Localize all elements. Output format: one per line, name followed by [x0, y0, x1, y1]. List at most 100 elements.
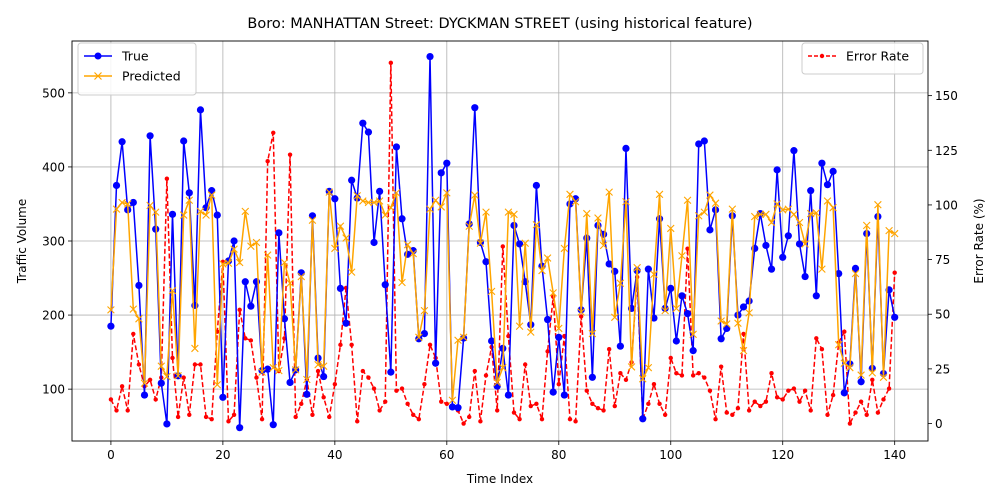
error-rate-point [713, 416, 718, 422]
predicted-point [706, 191, 714, 199]
error-rate-point [198, 362, 203, 367]
true-point [773, 166, 781, 174]
true-series [107, 52, 899, 432]
true-point [488, 337, 496, 345]
predicted-point [750, 212, 759, 221]
error-rate-point [769, 371, 774, 376]
error-rate-point [774, 395, 780, 400]
predicted-point [409, 249, 418, 258]
error-rate-point [153, 397, 158, 402]
true-point [689, 347, 697, 355]
error-rate-point [522, 362, 528, 367]
error-rate-point [299, 401, 304, 407]
true-point [415, 335, 423, 343]
x-tick-label: 120 [771, 448, 794, 462]
predicted-point [543, 254, 552, 262]
error-rate-point [886, 386, 892, 391]
true-point [387, 368, 395, 376]
predicted-point [196, 207, 205, 216]
error-rate-point [606, 347, 612, 352]
error-rate-point [858, 399, 864, 404]
x-tick-label: 80 [551, 448, 566, 462]
true-point [818, 159, 826, 167]
predicted-point [140, 379, 149, 388]
predicted-point [722, 320, 731, 328]
predicted-point [482, 208, 490, 216]
true-point [695, 140, 703, 148]
error-rate-point [517, 416, 522, 422]
predicted-point [633, 263, 641, 272]
error-rate-point [780, 397, 785, 402]
x-axis-label: Time Index [466, 472, 533, 486]
legend-true-label: True [121, 49, 149, 64]
error-rate-point [578, 314, 584, 319]
predicted-point [387, 203, 395, 212]
error-rate-point [724, 410, 729, 415]
error-rate-point [338, 342, 343, 348]
predicted-point [191, 344, 199, 353]
predicted-point [745, 309, 753, 317]
predicted-point [314, 360, 322, 369]
predicted-point [185, 196, 194, 205]
true-point [107, 322, 115, 330]
x-tick-label: 140 [883, 448, 906, 462]
predicted-point [426, 205, 434, 213]
predicted-point [241, 207, 250, 216]
error-rate-point [355, 419, 360, 424]
error-rate-point [651, 381, 657, 387]
true-point [717, 335, 725, 343]
error-rate-point [819, 347, 825, 352]
y-right-tick-label: 25 [935, 362, 950, 376]
error-rate-point [646, 401, 651, 407]
predicted-point [610, 313, 619, 322]
error-rate-point [444, 401, 450, 407]
error-rate-point [763, 399, 769, 404]
predicted-point [493, 378, 501, 387]
predicted-point [655, 190, 664, 199]
error-rate-point [690, 373, 696, 378]
true-point [784, 232, 792, 240]
error-rate-point [422, 381, 427, 387]
true-point [823, 181, 832, 189]
error-rate-point [388, 60, 394, 66]
predicted-point [672, 304, 681, 313]
error-rate-point [567, 416, 573, 422]
true-point [297, 269, 305, 277]
predicted-point [415, 333, 423, 342]
predicted-point [499, 363, 507, 372]
predicted-point [454, 336, 462, 345]
error-rate-point [226, 419, 231, 424]
error-rate-point [315, 368, 321, 374]
true-point [392, 143, 401, 151]
error-rate-point [875, 410, 881, 415]
y-right-tick-label: 75 [935, 253, 950, 267]
predicted-point [258, 368, 266, 376]
error-rate-point [254, 375, 259, 380]
error-rate-point [674, 371, 679, 376]
true-point [163, 420, 171, 428]
error-rate-point [534, 401, 539, 407]
true-point [280, 315, 289, 323]
y-right-tick-label: 125 [935, 144, 958, 158]
true-point [180, 137, 188, 145]
true-point [583, 234, 591, 242]
x-tick-label: 0 [107, 448, 115, 462]
predicted-point [347, 268, 356, 276]
predicted-point [571, 197, 580, 206]
predicted-point [297, 272, 306, 281]
predicted-point [622, 197, 630, 206]
error-rate-point [668, 355, 673, 361]
error-rate-point [595, 406, 601, 411]
x-tick-label: 60 [439, 448, 454, 462]
y-axis-label: Traffic Volume [15, 199, 29, 285]
predicted-point [756, 210, 765, 219]
true-point [398, 215, 406, 223]
error-rate-point [108, 397, 114, 402]
true-point [376, 187, 384, 195]
chart-title: Boro: MANHATTAN Street: DYCKMAN STREET (… [247, 16, 752, 32]
error-rate-point [847, 421, 853, 426]
error-rate-point [119, 384, 125, 389]
true-point [135, 281, 143, 290]
predicted-point [107, 306, 115, 314]
true-point [208, 187, 216, 195]
